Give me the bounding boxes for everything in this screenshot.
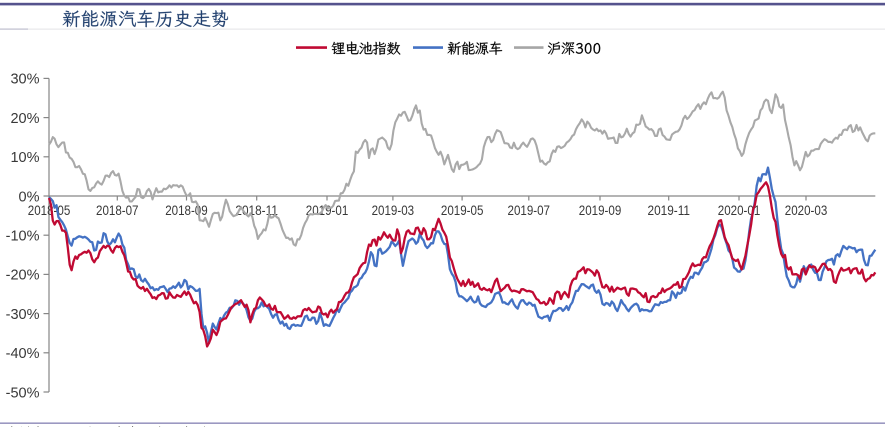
svg-text:2018-07: 2018-07 [96,202,139,218]
svg-text:30%: 30% [10,72,39,88]
svg-text:-20%: -20% [6,268,40,284]
svg-text:2020-03: 2020-03 [785,202,828,218]
svg-text:2018-09: 2018-09 [165,202,208,218]
svg-text:-10%: -10% [6,229,40,245]
svg-text:-50%: -50% [6,385,40,401]
svg-text:2019-11: 2019-11 [648,202,691,218]
svg-text:2020-01: 2020-01 [718,202,761,218]
svg-text:-30%: -30% [6,307,40,323]
svg-text:2019-03: 2019-03 [372,202,415,218]
svg-text:0%: 0% [19,189,40,205]
svg-text:2018-05: 2018-05 [28,202,71,218]
svg-text:2019-05: 2019-05 [441,202,484,218]
svg-text:-40%: -40% [6,346,40,362]
svg-text:20%: 20% [10,111,39,127]
svg-text:2019-09: 2019-09 [579,202,622,218]
svg-text:10%: 10% [10,150,39,166]
svg-text:2019-07: 2019-07 [508,202,551,218]
